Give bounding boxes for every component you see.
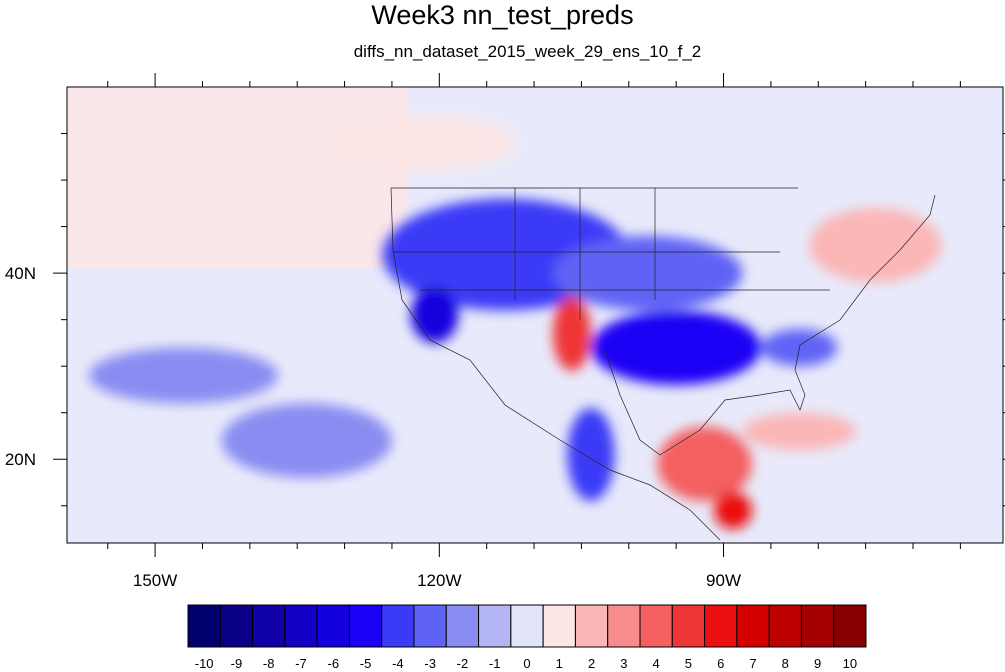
colorbar-label: -10 <box>195 656 214 671</box>
colorbar-swatch <box>252 604 286 648</box>
colorbar <box>187 604 867 648</box>
colorbar-label: 7 <box>749 656 756 671</box>
colorbar-swatch <box>445 604 480 648</box>
plot-title: Week3 nn_test_preds <box>371 0 634 30</box>
colorbar-swatch <box>704 604 738 648</box>
colorbar-swatch <box>187 604 221 648</box>
colorbar-label: 8 <box>782 656 789 671</box>
region-northeast-red <box>808 207 942 283</box>
colorbar-label: -4 <box>392 656 404 671</box>
region-caribbean-red <box>657 426 752 502</box>
lon-tick-label: 120W <box>417 571 461 590</box>
colorbar-label: -7 <box>295 656 307 671</box>
colorbar-swatch <box>833 604 867 648</box>
plot-subtitle: diffs_nn_dataset_2015_week_29_ens_10_f_2 <box>353 42 702 61</box>
region-southeast-blue <box>590 310 762 385</box>
colorbar-swatch <box>348 604 383 648</box>
axis-ticks <box>53 73 1005 557</box>
colorbar-swatch <box>284 604 318 648</box>
colorbar-swatch <box>413 604 447 648</box>
colorbar-label: 4 <box>653 656 660 671</box>
region-gulf-atlantic-red <box>742 412 857 450</box>
colorbar-label: -3 <box>424 656 436 671</box>
colorbar-swatch <box>768 604 802 648</box>
contour-field <box>67 87 1003 543</box>
colorbar-label: -6 <box>328 656 340 671</box>
region-plains-blue <box>553 235 743 311</box>
region-california-blue <box>410 287 459 343</box>
region-mexico-pacific-blue <box>567 408 615 502</box>
axis-tick-labels: 150W 120W 90W 40N 20N <box>5 264 741 590</box>
region-pacific-blue <box>88 347 279 404</box>
region-pacific-blue-south <box>221 403 392 478</box>
colorbar-swatch <box>607 604 641 648</box>
colorbar-label: -8 <box>263 656 275 671</box>
colorbar-label: -1 <box>489 656 501 671</box>
colorbar-swatch <box>542 604 576 648</box>
colorbar-swatch <box>639 604 673 648</box>
colorbar-swatch <box>574 604 609 648</box>
lat-tick-label: 40N <box>5 264 36 283</box>
colorbar-label: 2 <box>588 656 595 671</box>
colorbar-swatch <box>381 604 415 648</box>
colorbar-swatch <box>478 604 512 648</box>
north-america-outline <box>390 187 936 541</box>
colorbar-label: 9 <box>814 656 821 671</box>
colorbar-label: -9 <box>231 656 243 671</box>
lon-tick-label: 90W <box>706 571 741 590</box>
colorbar-swatch <box>219 604 254 648</box>
region-north-pacific-red <box>325 114 516 171</box>
region-new-mexico-red <box>553 296 591 371</box>
colorbar-label: 10 <box>843 656 857 671</box>
region-central-america-red <box>714 491 752 530</box>
map-frame <box>66 86 1004 544</box>
colorbar-label: 5 <box>685 656 692 671</box>
colorbar-swatch <box>736 604 770 648</box>
coastlines <box>390 187 936 541</box>
lon-tick-label: 150W <box>133 571 177 590</box>
colorbar-swatch <box>316 604 350 648</box>
field-northpacific-tint <box>67 87 407 267</box>
colorbar-swatch <box>671 604 706 648</box>
colorbar-label: -2 <box>457 656 469 671</box>
colorbar-label: 3 <box>620 656 627 671</box>
colorbar-swatch <box>510 604 544 648</box>
colorbar-swatch <box>800 604 835 648</box>
colorbar-label: -5 <box>360 656 372 671</box>
lat-tick-label: 20N <box>5 450 36 469</box>
colorbar-label: 0 <box>523 656 530 671</box>
colorbar-label: 1 <box>556 656 563 671</box>
colorbar-label: 6 <box>717 656 724 671</box>
colorbar-labels: -10 -9 -8 -7 -6 -5 -4 -3 -2 -1 0 1 2 3 4 5 6 7 8 9 10 <box>195 656 857 671</box>
field-regions <box>88 114 942 530</box>
